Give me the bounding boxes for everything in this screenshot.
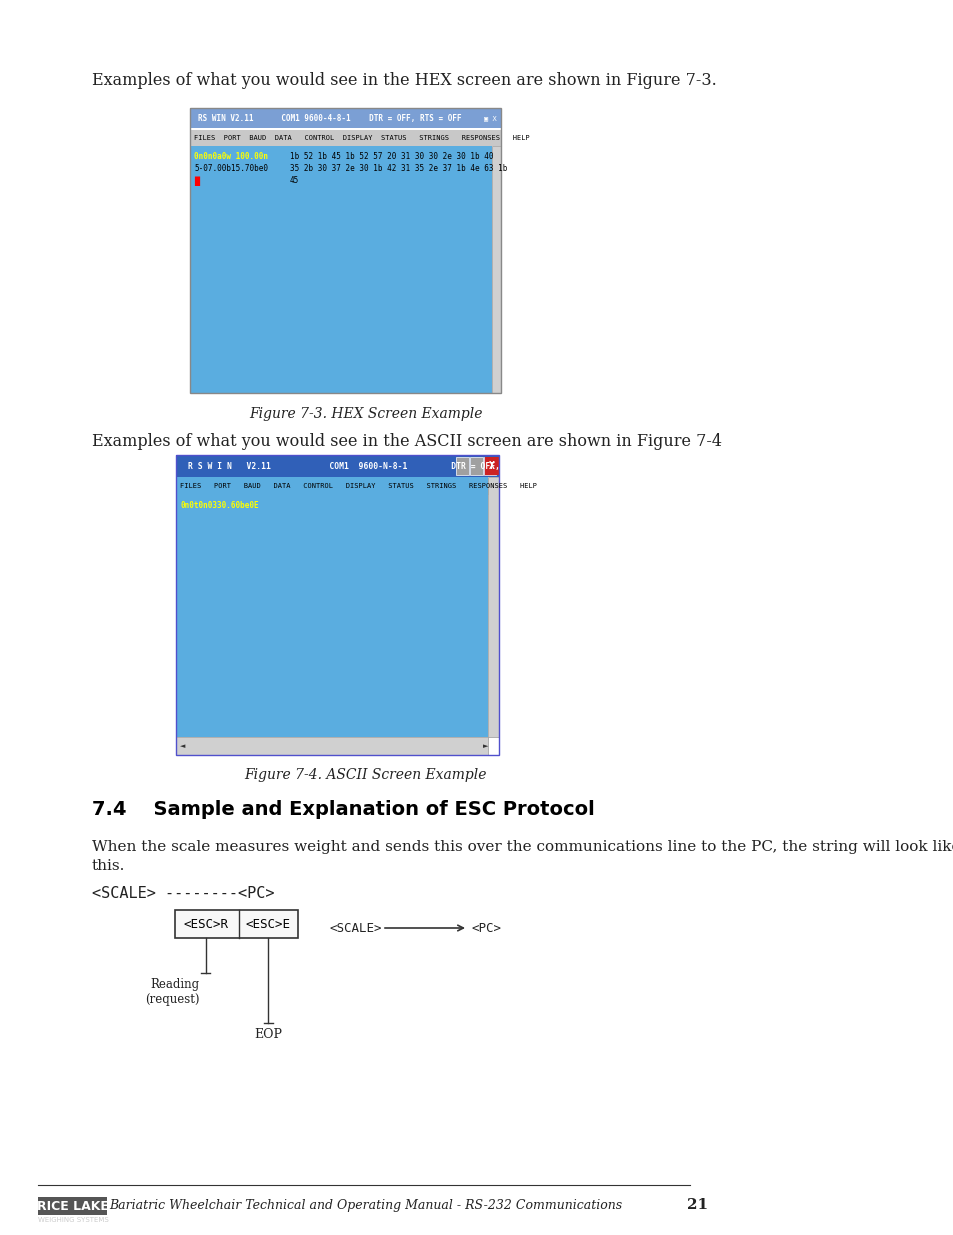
FancyBboxPatch shape (38, 1197, 108, 1215)
FancyBboxPatch shape (190, 130, 500, 146)
Text: Reading
(request): Reading (request) (145, 978, 199, 1007)
FancyBboxPatch shape (176, 477, 487, 737)
Text: <SCALE> --------<PC>: <SCALE> --------<PC> (91, 885, 274, 902)
Text: 21: 21 (686, 1198, 707, 1212)
FancyBboxPatch shape (491, 146, 500, 393)
Text: 7.4    Sample and Explanation of ESC Protocol: 7.4 Sample and Explanation of ESC Protoc… (91, 800, 594, 819)
FancyBboxPatch shape (190, 107, 500, 128)
Text: <SCALE>: <SCALE> (330, 921, 382, 935)
FancyBboxPatch shape (470, 457, 482, 475)
Text: Examples of what you would see in the ASCII screen are shown in Figure 7-4: Examples of what you would see in the AS… (91, 433, 721, 450)
FancyBboxPatch shape (176, 737, 487, 755)
FancyBboxPatch shape (487, 477, 498, 737)
FancyBboxPatch shape (176, 454, 498, 477)
Text: █: █ (193, 177, 199, 185)
Text: ▣ X: ▣ X (484, 115, 497, 121)
Text: 45: 45 (290, 177, 299, 185)
Text: FILES   PORT   BAUD   DATA   CONTROL   DISPLAY   STATUS   STRINGS   RESPONSES   : FILES PORT BAUD DATA CONTROL DISPLAY STA… (180, 483, 537, 489)
Text: Bariatric Wheelchair Technical and Operating Manual - RS-232 Communications: Bariatric Wheelchair Technical and Opera… (110, 1198, 622, 1212)
Text: <ESC>R: <ESC>R (183, 918, 228, 930)
Text: RICE LAKE: RICE LAKE (37, 1199, 109, 1213)
Text: 5-07.00b15.70be0: 5-07.00b15.70be0 (193, 164, 268, 173)
Text: R S W I N   V2.11            COM1  9600-N-8-1         DTR = OFF, RTS = OFF: R S W I N V2.11 COM1 9600-N-8-1 DTR = OF… (188, 462, 548, 471)
Text: Figure 7-3. HEX Screen Example: Figure 7-3. HEX Screen Example (249, 408, 482, 421)
FancyBboxPatch shape (176, 478, 498, 495)
Text: 35 2b 30 37 2e 30 1b 42 31 35 2e 37 1b 4e 63 1b: 35 2b 30 37 2e 30 1b 42 31 35 2e 37 1b 4… (290, 164, 507, 173)
Text: Figure 7-4. ASCII Screen Example: Figure 7-4. ASCII Screen Example (244, 768, 487, 782)
FancyBboxPatch shape (483, 457, 496, 475)
Text: When the scale measures weight and sends this over the communications line to th: When the scale measures weight and sends… (91, 840, 953, 873)
Text: RS WIN V2.11      COM1 9600-4-8-1    DTR = OFF, RTS = OFF: RS WIN V2.11 COM1 9600-4-8-1 DTR = OFF, … (197, 114, 461, 122)
FancyBboxPatch shape (484, 457, 498, 475)
FancyBboxPatch shape (174, 910, 297, 939)
FancyBboxPatch shape (456, 457, 468, 475)
Text: 1b 52 1b 45 1b 52 57 20 31 30 30 2e 30 1b 40: 1b 52 1b 45 1b 52 57 20 31 30 30 2e 30 1… (290, 152, 493, 161)
Text: 0n0n0a0w 100.00n: 0n0n0a0w 100.00n (193, 152, 268, 161)
Text: <ESC>E: <ESC>E (246, 918, 291, 930)
Text: 0n0t0n0330.60be0E: 0n0t0n0330.60be0E (180, 501, 258, 510)
Text: <PC>: <PC> (472, 921, 501, 935)
FancyBboxPatch shape (190, 146, 491, 393)
Text: WEIGHING SYSTEMS: WEIGHING SYSTEMS (37, 1216, 108, 1223)
Text: FILES  PORT  BAUD  DATA   CONTROL  DISPLAY  STATUS   STRINGS   RESPONSES   HELP: FILES PORT BAUD DATA CONTROL DISPLAY STA… (193, 135, 529, 141)
Text: EOP: EOP (253, 1028, 282, 1041)
Text: Examples of what you would see in the HEX screen are shown in Figure 7-3.: Examples of what you would see in the HE… (91, 72, 716, 89)
Text: ►: ► (483, 743, 488, 748)
Text: ◄: ◄ (180, 743, 186, 748)
Text: X: X (488, 461, 495, 471)
